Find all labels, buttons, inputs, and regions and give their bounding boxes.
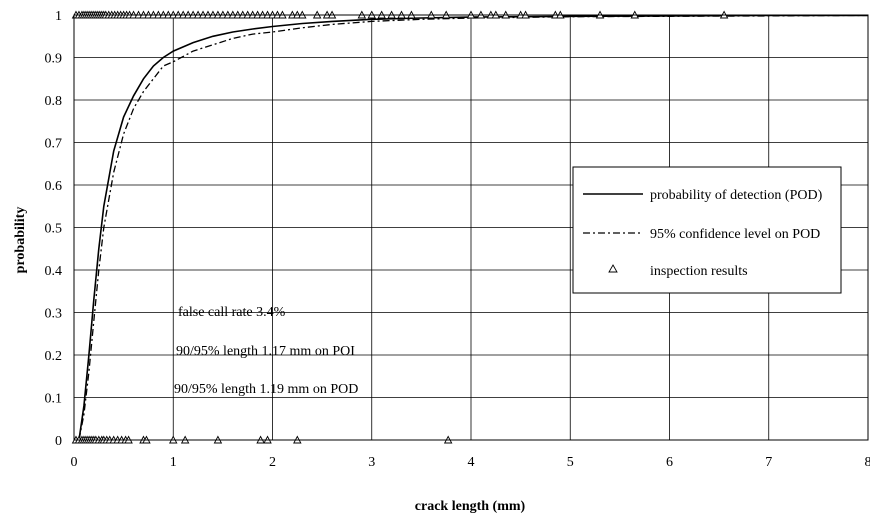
x-tick-label: 3 [368,455,375,470]
x-axis-label: crack length (mm) [415,499,526,514]
y-tick-label: 0.9 [45,52,63,67]
x-tick-label: 4 [468,455,475,470]
axis-ticks: 0 1 2 3 4 5 6 7 8 0 0.1 0.2 0.3 0.4 0.5 0.6 0.7 0.8 0.9 1 [45,9,870,470]
y-tick-label: 0.3 [45,307,63,322]
x-tick-label: 1 [170,455,177,470]
legend: probability of detection (POD) 95% confi… [572,166,842,294]
y-tick-label: 0 [55,434,62,449]
y-axis-label: probability [13,207,28,274]
pod-curve [78,14,868,441]
annotation-false-call-rate: false call rate 3.4% [178,305,286,320]
y-tick-label: 0.6 [45,179,63,194]
annotations: false call rate 3.4% 90/95% length 1.17 … [174,305,358,397]
x-tick-label: 5 [567,455,574,470]
plot-frame [73,14,869,441]
series-curves [78,14,869,441]
y-tick-label: 0.1 [45,392,63,407]
x-tick-label: 0 [71,455,78,470]
legend-pod-label: probability of detection (POD) [650,188,823,203]
x-tick-label: 8 [865,455,870,470]
x-tick-label: 6 [666,455,673,470]
y-tick-label: 1 [55,9,62,24]
y-tick-label: 0.8 [45,94,63,109]
y-tick-label: 0.5 [45,222,63,237]
annotation-pod-length: 90/95% length 1.19 mm on POD [174,382,358,397]
legend-inspection-label: inspection results [650,264,748,279]
x-tick-label: 7 [765,455,772,470]
confidence-curve [78,14,869,441]
legend-triangle-icon [608,264,618,273]
x-tick-label: 2 [269,455,276,470]
y-tick-label: 0.4 [45,264,63,279]
annotation-poi-length: 90/95% length 1.17 mm on POI [176,344,355,359]
legend-confidence-label: 95% confidence level on POD [650,227,820,242]
y-tick-label: 0.2 [45,349,63,364]
legend-box [572,166,842,294]
y-tick-label: 0.7 [45,137,63,152]
